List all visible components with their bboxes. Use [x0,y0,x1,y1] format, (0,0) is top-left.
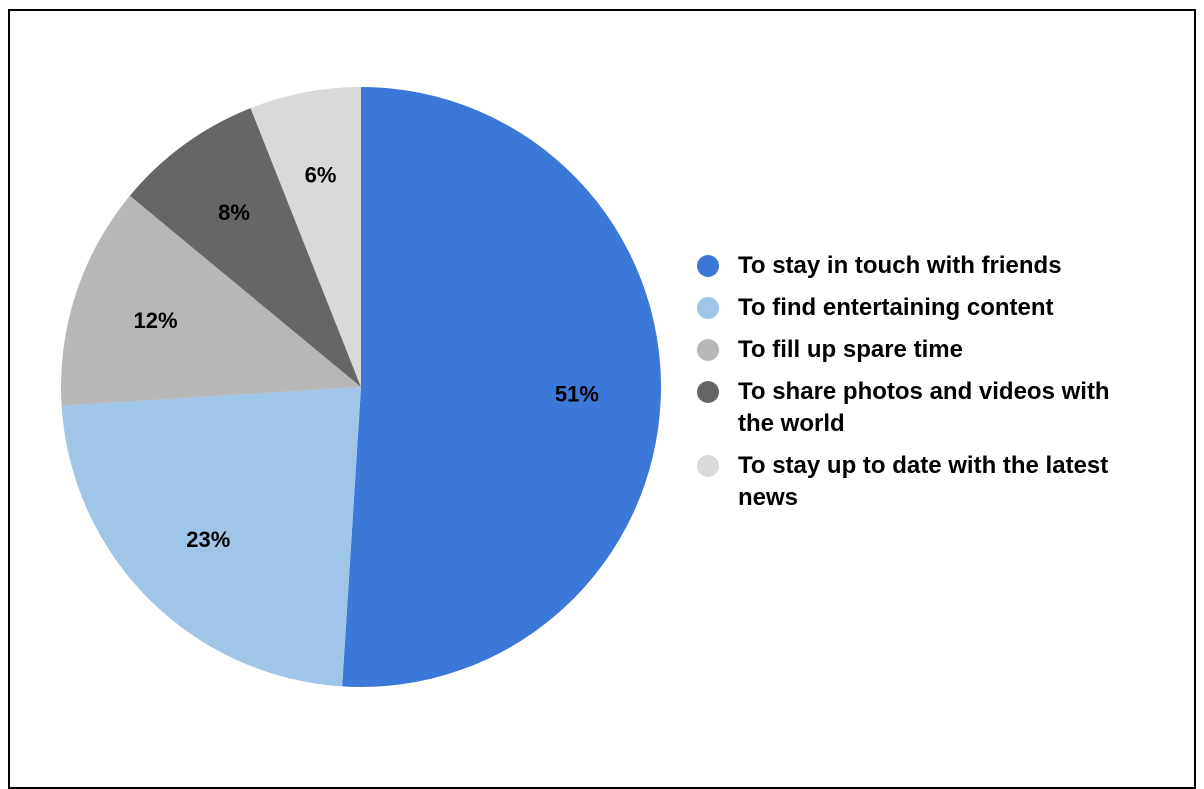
slice-label: 12% [134,308,178,333]
legend: To stay in touch with friends To find en… [697,250,1117,524]
legend-label: To find entertaining content [738,294,1054,321]
legend-swatch [697,455,719,477]
slice-label: 6% [305,162,337,187]
pie-slice [250,87,361,387]
legend-label: To fill up spare time [738,336,963,363]
pie-slice [129,108,361,388]
slice-label: 51% [555,381,599,406]
legend-swatch [697,255,719,277]
legend-item: To stay in touch with friends [697,250,1117,282]
slice-label: 8% [218,200,250,225]
slice-label: 23% [186,527,230,552]
legend-item: To share photos and videos with the worl… [697,376,1117,440]
legend-item: To stay up to date with the latest news [697,450,1117,514]
pie-slice [342,87,661,687]
legend-label: To share photos and videos with the worl… [738,378,1110,437]
legend-swatch [697,297,719,319]
legend-item: To fill up spare time [697,334,1117,366]
legend-item: To find entertaining content [697,292,1117,324]
legend-label: To stay in touch with friends [738,252,1062,279]
legend-swatch [697,381,719,403]
legend-swatch [697,339,719,361]
legend-label: To stay up to date with the latest news [738,452,1109,511]
pie-slice [61,387,361,687]
pie-slice [60,195,361,406]
